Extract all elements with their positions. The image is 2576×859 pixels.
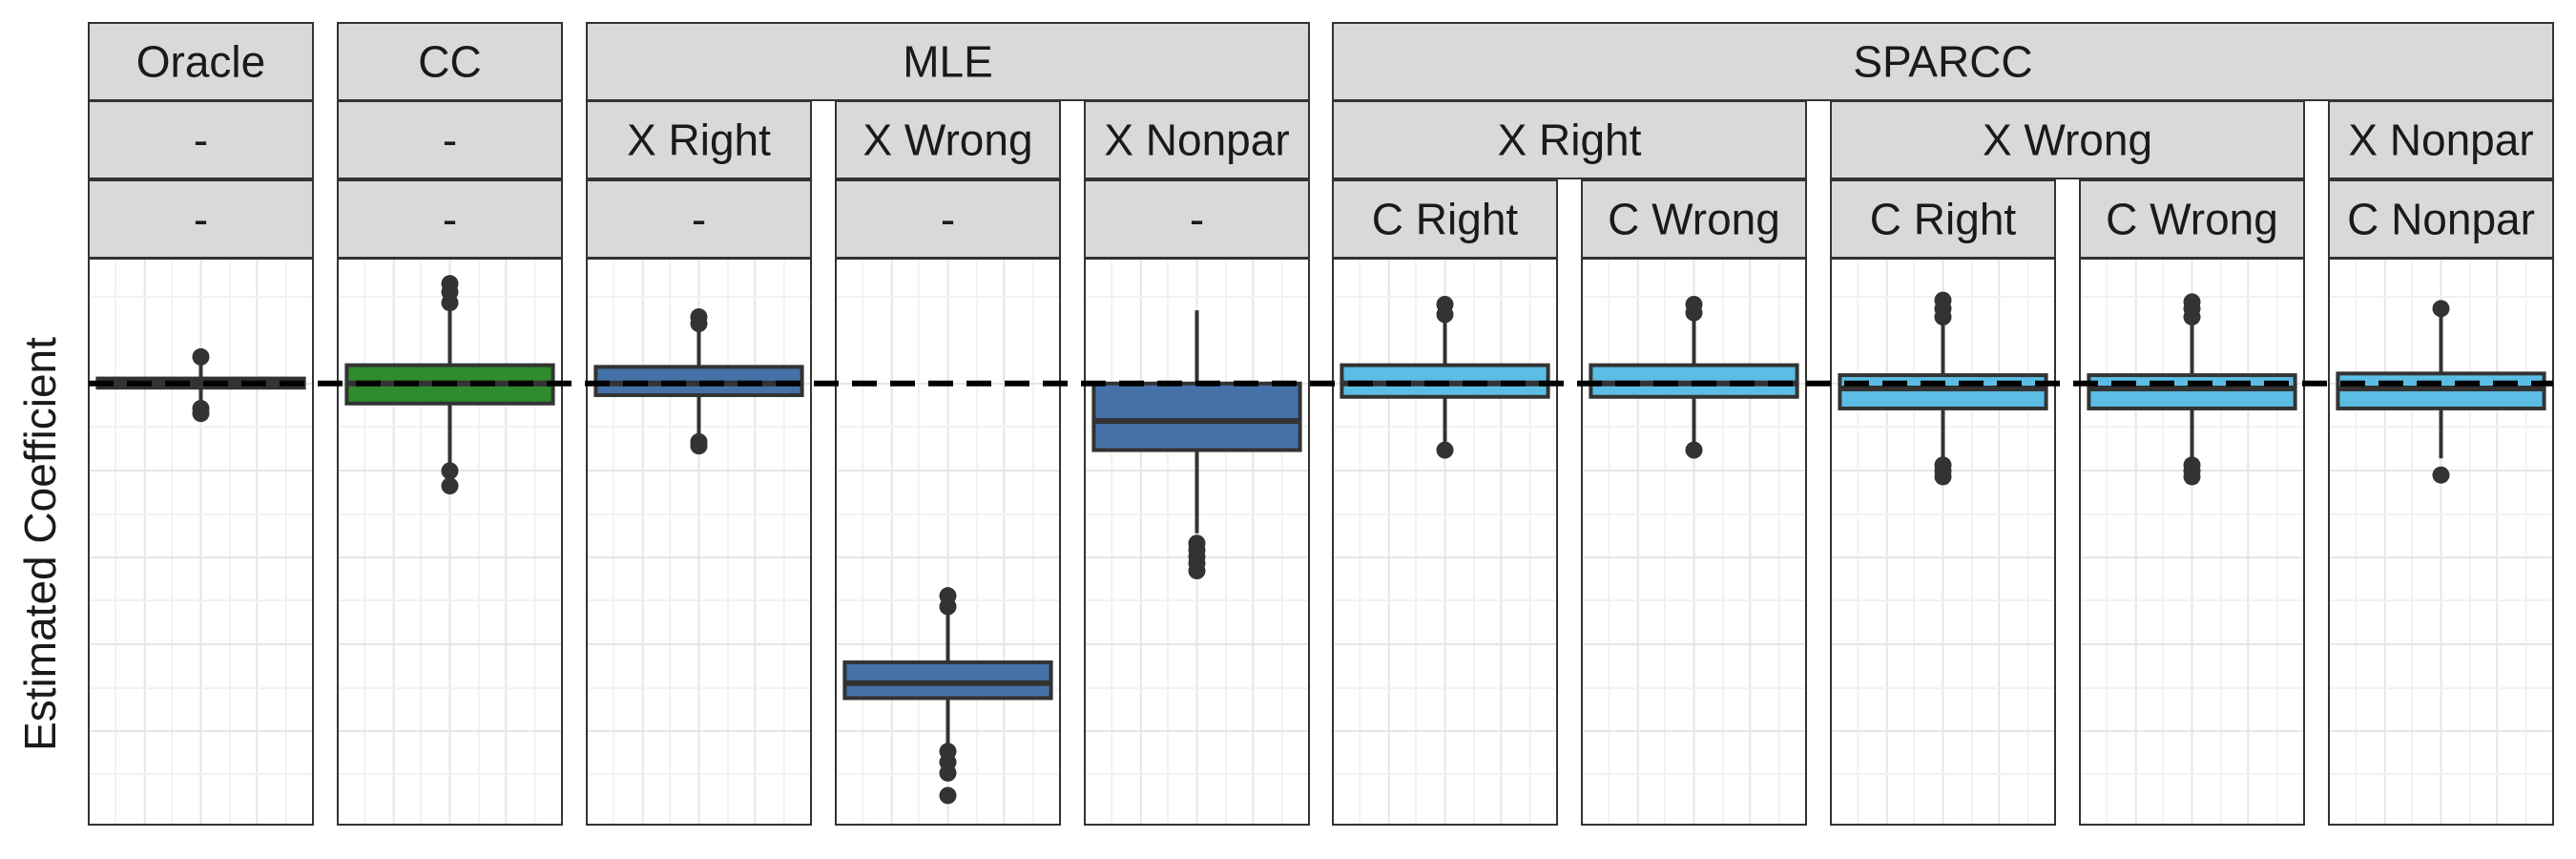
strip-middle-label-box — [586, 100, 812, 179]
panel-border — [1332, 258, 1558, 826]
box — [1091, 381, 1302, 452]
strip-bottom-label: C Wrong — [1608, 195, 1780, 244]
facet-panel — [586, 258, 812, 826]
strip-bottom-label: - — [941, 195, 955, 244]
outlier-point — [1436, 441, 1454, 459]
strip-bottom-label: - — [194, 195, 208, 244]
strip-middle-label: - — [443, 115, 457, 165]
box — [842, 660, 1053, 701]
facet-panel — [1581, 258, 1807, 826]
strip-top-label-box — [586, 22, 1310, 101]
outlier-point — [192, 347, 210, 366]
strip-middle-label-box — [88, 100, 314, 179]
box — [2087, 373, 2297, 410]
outlier-point — [690, 315, 708, 333]
strip-bottom-label-box — [1332, 179, 1558, 259]
outlier-point — [1934, 308, 1952, 326]
strip-top-label-box — [88, 22, 314, 101]
strip-top-label-box — [1332, 22, 2554, 101]
outlier-point — [2432, 466, 2450, 484]
strip-middle-label: X Nonpar — [1104, 115, 1289, 165]
strip-bottom-label: C Right — [1870, 195, 2017, 244]
facet-panel — [337, 258, 563, 826]
facet-strips: Oracle CC MLE SPARCC - - X Right X Wrong X Nonpa… — [88, 22, 2554, 259]
strip-middle-label-box — [1332, 100, 1807, 179]
strip-middle-label-box — [835, 100, 1061, 179]
outlier-point — [1934, 468, 1952, 486]
strip-middle-label: X Wrong — [862, 115, 1032, 165]
outlier-point — [441, 477, 459, 495]
outlier-point — [1188, 562, 1206, 580]
strip-middle-label-box — [1084, 100, 1310, 179]
outlier-point — [441, 462, 459, 480]
panel-border — [1084, 258, 1310, 826]
strip-bottom-label-box — [1581, 179, 1807, 259]
panel-border — [2079, 258, 2305, 826]
strip-middle-label: X Wrong — [1983, 115, 2152, 165]
outlier-point — [2183, 308, 2201, 326]
outlier-point — [690, 437, 708, 455]
facet-panel — [1332, 258, 1558, 826]
strip-bottom-label: - — [1190, 195, 1204, 244]
strip-top-label: Oracle — [136, 37, 265, 87]
facet-panel — [2328, 258, 2554, 826]
strip-bottom-label-box — [2079, 179, 2305, 259]
panel-border — [1581, 258, 1807, 826]
panel-border — [2328, 258, 2554, 826]
strip-bottom-label-box — [337, 179, 563, 259]
strip-middle-label: - — [194, 115, 208, 165]
strip-bottom-label: C Wrong — [2106, 195, 2278, 244]
strip-middle-label: X Nonpar — [2348, 115, 2533, 165]
strip-bottom-label: - — [692, 195, 706, 244]
facet-panel — [1830, 258, 2056, 826]
strip-bottom-label: - — [443, 195, 457, 244]
strip-bottom-label-box — [1830, 179, 2056, 259]
facet-panel — [835, 258, 1061, 826]
panel-border — [586, 258, 812, 826]
strip-middle-label: X Right — [1498, 115, 1642, 165]
outlier-point — [2183, 468, 2201, 486]
box — [1838, 373, 2048, 410]
panel-border — [835, 258, 1061, 826]
strip-bottom-label-box — [2328, 179, 2554, 259]
y-axis-title: Estimated Coefficient — [15, 337, 65, 751]
outlier-point — [939, 786, 957, 805]
panel-border — [337, 258, 563, 826]
facet-panel — [2079, 258, 2305, 826]
strip-top-label: SPARCC — [1853, 37, 2032, 87]
facet-panel — [88, 258, 314, 826]
strip-middle-label-box — [1830, 100, 2305, 179]
outlier-point — [1685, 441, 1703, 459]
outlier-point — [1685, 304, 1703, 322]
strip-bottom-label: C Right — [1372, 195, 1519, 244]
facet-panel — [1084, 258, 1310, 826]
strip-top-label: MLE — [903, 37, 993, 87]
strip-top-label-box — [337, 22, 563, 101]
outlier-point — [939, 764, 957, 782]
strip-bottom-label-box — [1084, 179, 1310, 259]
panel-border — [1830, 258, 2056, 826]
strip-bottom-label-box — [835, 179, 1061, 259]
outlier-point — [2432, 300, 2450, 318]
panel-border — [88, 258, 314, 826]
facet-panels — [88, 258, 2554, 826]
outlier-point — [1436, 305, 1454, 324]
outlier-point — [441, 294, 459, 312]
outlier-point — [192, 405, 210, 423]
strip-middle-label-box — [2328, 100, 2554, 179]
strip-middle-label: X Right — [627, 115, 771, 165]
strip-middle-label-box — [337, 100, 563, 179]
strip-top-label: CC — [418, 37, 481, 87]
strip-bottom-label: C Nonpar — [2347, 195, 2535, 244]
outlier-point — [939, 597, 957, 616]
